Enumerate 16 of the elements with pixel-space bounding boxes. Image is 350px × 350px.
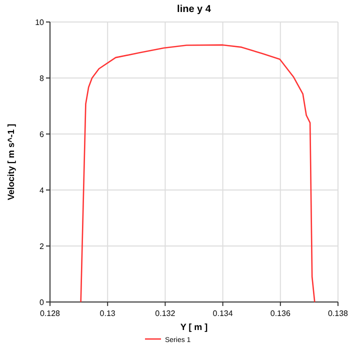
y-tick-label: 4 xyxy=(40,186,45,195)
y-tick-label: 2 xyxy=(40,242,45,251)
x-tick-label: 0.138 xyxy=(328,309,349,318)
x-tick-label: 0.128 xyxy=(40,309,61,318)
y-tick-label: 10 xyxy=(35,18,45,27)
y-tick-label: 0 xyxy=(40,298,45,307)
chart-title: line y 4 xyxy=(177,4,212,15)
line-series xyxy=(80,44,316,303)
x-tick-label: 0.136 xyxy=(270,309,291,318)
y-tick-label: 6 xyxy=(40,130,45,139)
x-tick-label: 0.134 xyxy=(212,309,234,318)
x-tick-label: 0.132 xyxy=(155,309,176,318)
x-tick-label: 0.13 xyxy=(100,309,116,318)
y-axis-title: Velocity [ m s^-1 ] xyxy=(6,124,16,200)
x-axis-title: Y [ m ] xyxy=(180,322,208,332)
y-tick-label: 8 xyxy=(40,74,45,83)
